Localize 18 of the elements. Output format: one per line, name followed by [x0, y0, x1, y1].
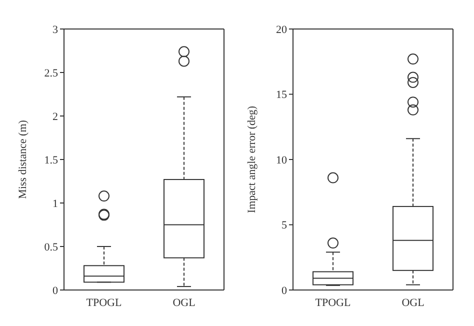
y-tick-label: 5 — [282, 220, 288, 232]
x-tick-label: TPOGL — [86, 296, 122, 309]
y-axis-title: Miss distance (m) — [16, 120, 29, 199]
y-axis-title: Impact angle error (deg) — [246, 106, 258, 214]
y-tick-label: 2.5 — [44, 67, 58, 80]
x-tick-label: OGL — [402, 296, 425, 309]
y-tick-label: 15 — [276, 89, 288, 102]
y-tick-label: 1.5 — [44, 154, 58, 166]
y-tick-label: 0.5 — [44, 241, 58, 254]
y-tick-label: 10 — [276, 154, 288, 166]
y-tick-label: 1 — [52, 198, 58, 210]
y-tick-label: 0 — [282, 284, 288, 297]
x-tick-label: OGL — [172, 296, 196, 309]
x-tick-label: TPOGL — [315, 296, 351, 309]
y-tick-label: 3 — [52, 24, 58, 36]
y-tick-label: 20 — [276, 24, 288, 36]
y-tick-label: 0 — [52, 284, 58, 297]
y-tick-label: 2 — [52, 110, 58, 123]
